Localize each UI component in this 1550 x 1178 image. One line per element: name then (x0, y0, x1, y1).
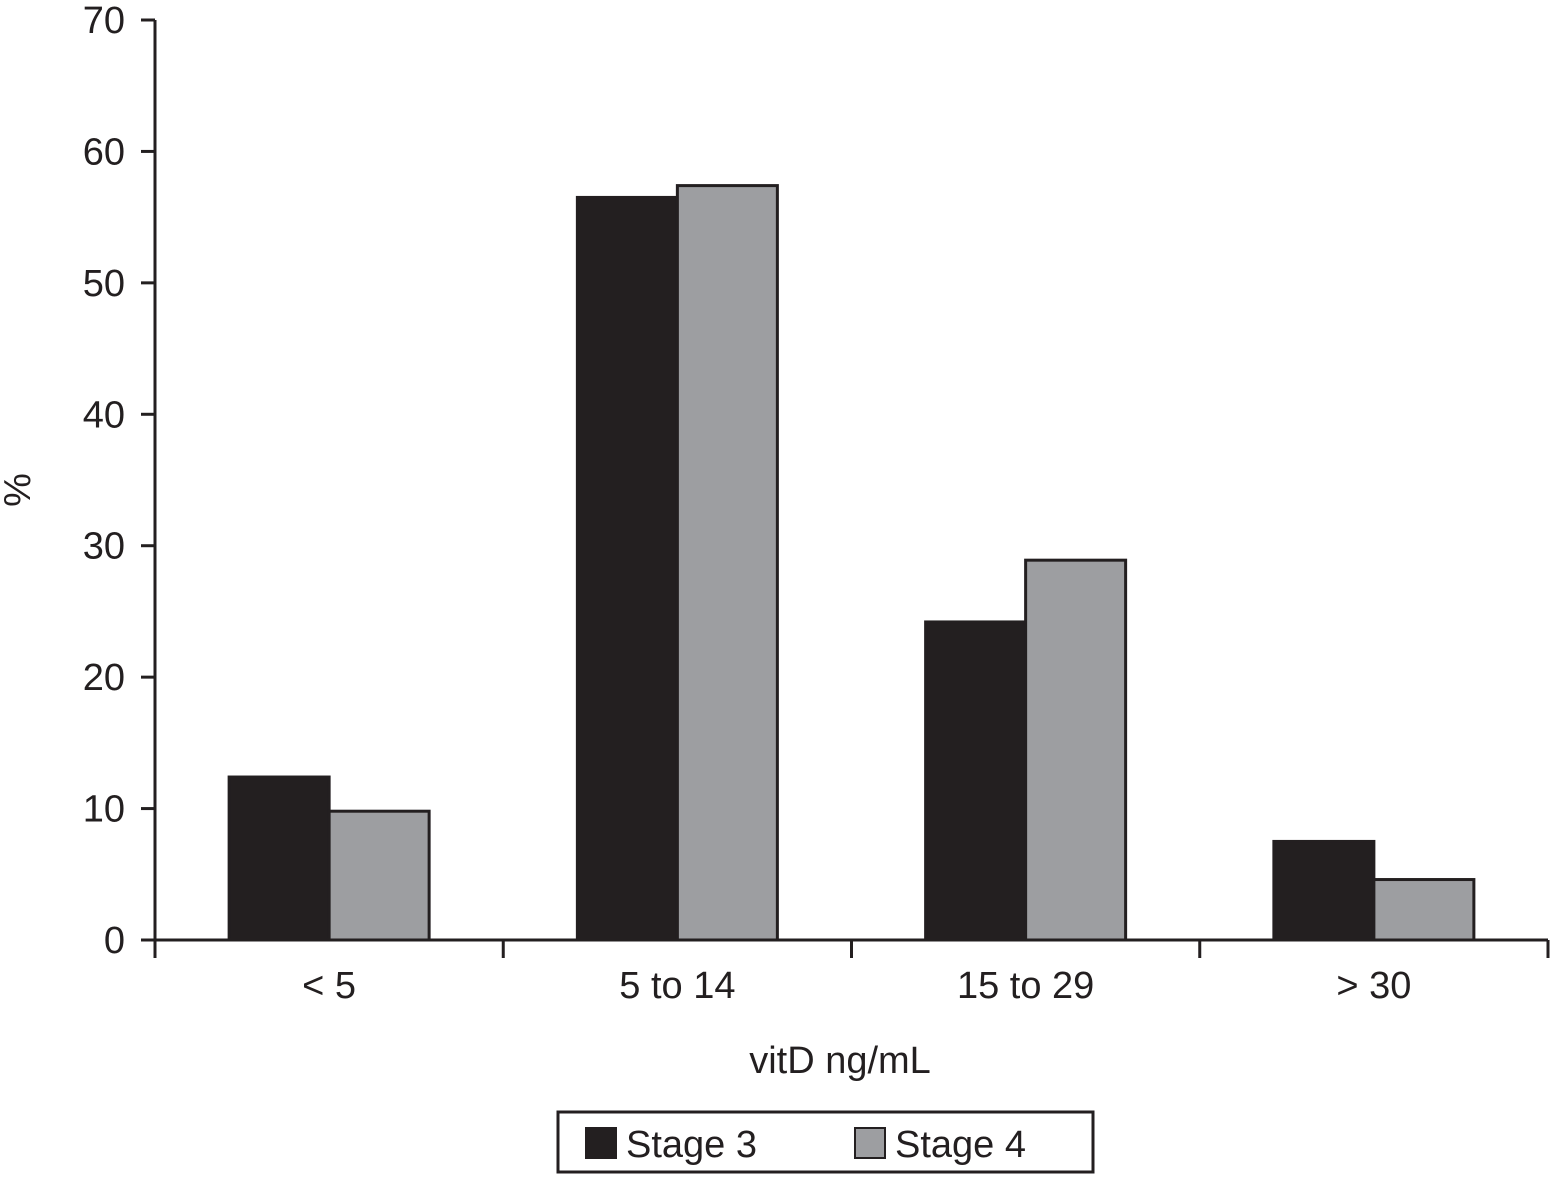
plot-area: 0 10 20 30 40 50 60 70 < 5 5 to 14 15 to 29 > 30 (83, 0, 1550, 1007)
bar-stage-4-0 (327, 809, 431, 942)
y-tick-label: 60 (83, 131, 125, 173)
y-axis: 0 10 20 30 40 50 60 70 (83, 0, 157, 962)
legend-label-stage-4: Stage 4 (895, 1124, 1026, 1166)
y-tick-label: 20 (83, 657, 125, 699)
bar-stage-4-1 (675, 184, 779, 942)
bar-stage-4-3 (1372, 878, 1476, 942)
legend-swatch-stage-3 (585, 1127, 617, 1159)
y-tick-label: 50 (83, 263, 125, 305)
y-tick-label: 10 (83, 789, 125, 831)
x-axis-label: vitD ng/mL (749, 1040, 931, 1082)
bar-stage-3-3 (1272, 839, 1376, 942)
legend-label-stage-3: Stage 3 (626, 1124, 757, 1166)
y-axis-label: % (0, 473, 39, 507)
y-tick-label: 30 (83, 526, 125, 568)
bar-stage-3-1 (575, 195, 679, 942)
legend-frame (556, 1110, 1095, 1174)
bar-stage-3-0 (227, 775, 331, 942)
x-axis: < 5 5 to 14 15 to 29 > 30 (153, 938, 1550, 1007)
legend-swatch-stage-4 (854, 1127, 886, 1159)
x-tick-label: 15 to 29 (957, 965, 1094, 1007)
x-tick-label: > 30 (1336, 965, 1411, 1007)
x-tick-label: < 5 (302, 965, 356, 1007)
bar-stage-4-2 (1024, 558, 1128, 942)
y-tick-label: 40 (83, 394, 125, 436)
bar-stage-3-2 (924, 620, 1028, 942)
legend: Stage 3 Stage 4 (556, 1110, 1095, 1174)
bars-group (227, 184, 1476, 942)
y-tick-label: 70 (83, 0, 125, 42)
x-tick-label: 5 to 14 (619, 965, 735, 1007)
y-tick-label: 0 (104, 920, 125, 962)
